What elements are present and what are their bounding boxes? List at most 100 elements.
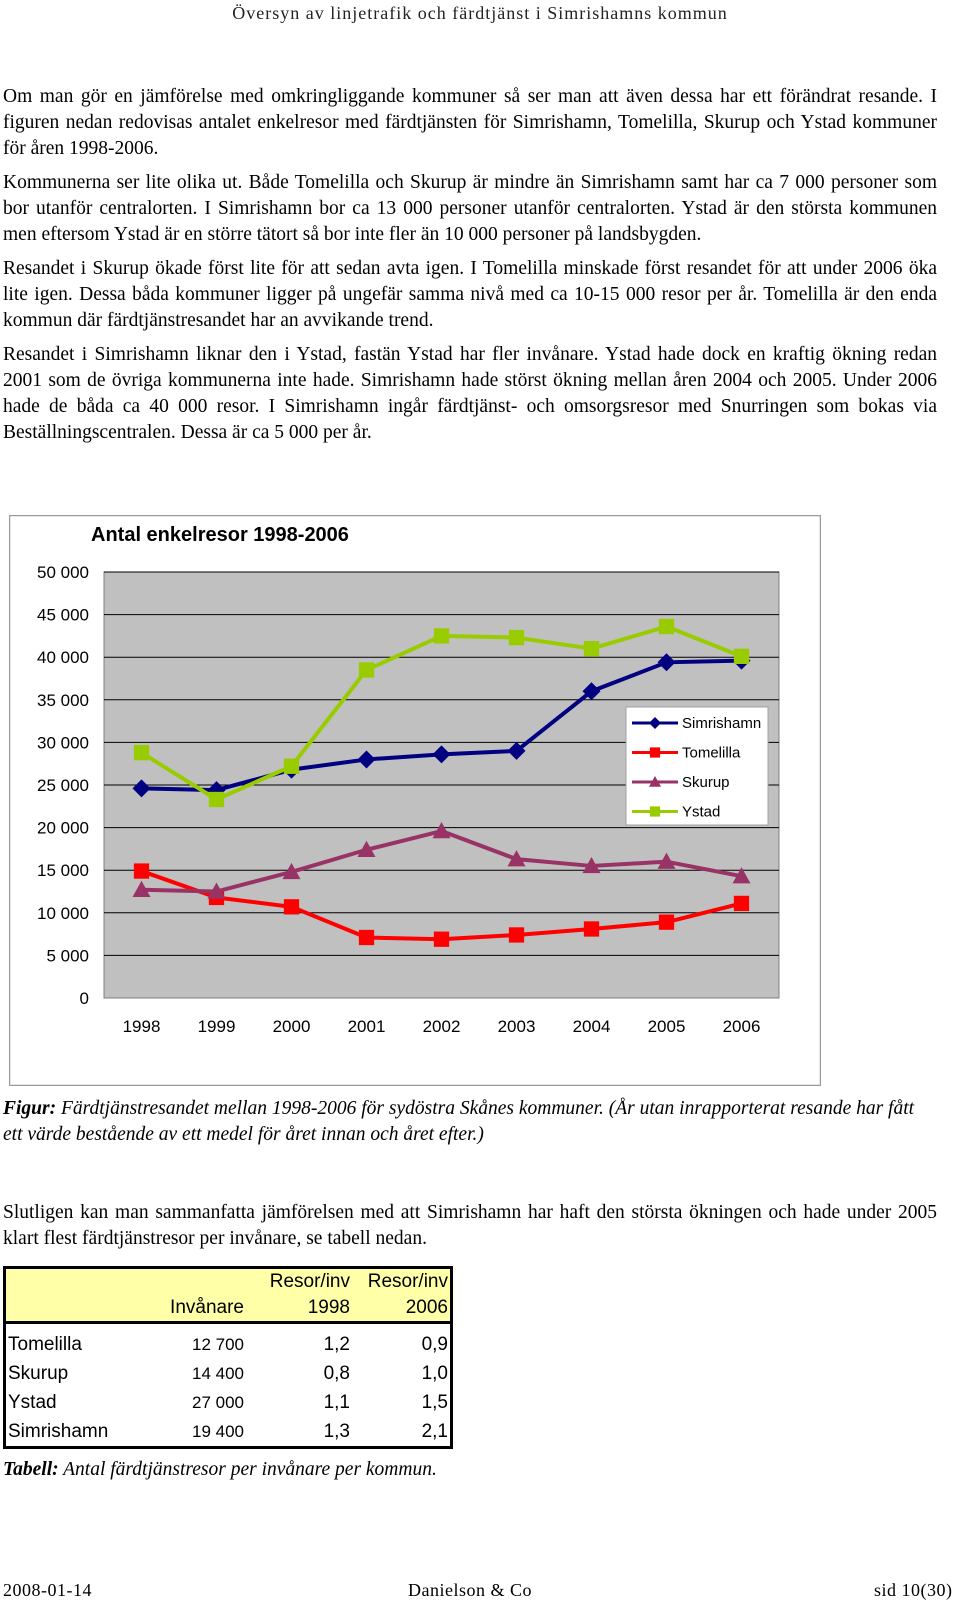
paragraph-4: Resandet i Simrishamn liknar den i Ystad… (3, 344, 937, 443)
data-point-ystad (433, 628, 450, 644)
table-header-2006-line2: 2006 (405, 1297, 448, 1318)
data-point-simrishamn (507, 741, 526, 760)
table-header-row: Invånare Resor/inv 1998 Resor/inv 2006 (4, 1267, 452, 1324)
table-header-invanare: Invånare (130, 1267, 246, 1324)
line-chart: Antal enkelresor 1998-2006 0 5 000 10 000 15… (9, 515, 821, 1086)
footer-page: sid 10(30) (874, 1580, 953, 1600)
table-header-1998: Resor/inv 1998 (246, 1267, 352, 1324)
x-tick-label: 2001 (348, 1017, 386, 1036)
table-header-blank (4, 1267, 130, 1324)
chart-frame: Antal enkelresor 1998-2006 0 5 000 10 000 15… (9, 515, 821, 1086)
table-cell-name: Tomelilla (8, 1333, 82, 1355)
legend-box (625, 706, 769, 826)
data-point-tomelilla (508, 927, 525, 943)
table-cell-2006: 1,5 (421, 1391, 448, 1413)
x-tick-label: 1998 (123, 1017, 161, 1036)
intro-text: Om man gör en jämförelse med omkringligg… (3, 84, 937, 454)
data-point-tomelilla (283, 899, 300, 915)
legend-label-ystad: Ystad (682, 804, 720, 821)
table-header-1998-line1: Resor/inv (269, 1271, 350, 1292)
table-cell-pop: 19 400 (192, 1421, 244, 1441)
table-caption: Tabell: Antal färdtjänstresor per invåna… (3, 1457, 937, 1483)
y-tick-label: 0 (80, 989, 89, 1008)
data-point-skurup (657, 852, 676, 869)
y-tick-label: 15 000 (37, 861, 89, 880)
table-caption-label: Tabell: (3, 1459, 59, 1480)
table-header-2006-line1: Resor/inv (367, 1271, 448, 1292)
data-point-ystad (658, 618, 675, 635)
table-cell-2006: 0,9 (421, 1333, 448, 1355)
table-header-2006: Resor/inv 2006 (352, 1267, 452, 1324)
table-cell-name: Skurup (8, 1362, 69, 1384)
table-cell-pop: 27 000 (192, 1392, 244, 1412)
figure-caption: Figur: Färdtjänstresandet mellan 1998-20… (3, 1096, 937, 1148)
data-point-skurup (357, 840, 376, 857)
paragraph-2: Kommunerna ser lite olika ut. Både Tomel… (3, 172, 937, 245)
table-cell-pop: 12 700 (192, 1334, 244, 1354)
table-cell-2006: 2,1 (421, 1420, 448, 1442)
summary-text: Slutligen kan man sammanfatta jämförelse… (3, 1200, 937, 1260)
x-tick-label: 2002 (423, 1017, 461, 1036)
legend-marker-tomelilla (649, 747, 661, 758)
legend-label-skurup: Skurup (682, 774, 730, 791)
footer-date: 2008-01-14 (3, 1580, 92, 1600)
table-row: Ystad 27 000 1,1 1,5 (5, 1388, 452, 1417)
data-point-ystad (733, 648, 750, 664)
table-row: Simrishamn 19 400 1,3 2,1 (5, 1417, 452, 1448)
legend-marker-ystad (649, 806, 661, 817)
data-point-ystad (358, 662, 375, 678)
data-point-tomelilla (133, 863, 150, 879)
paragraph-3: Resandet i Skurup ökade först lite för a… (3, 258, 937, 331)
data-point-simrishamn (357, 750, 376, 769)
y-tick-label: 45 000 (37, 606, 89, 625)
figure-caption-text: Färdtjänstresandet mellan 1998-2006 för … (3, 1098, 915, 1145)
data-point-skurup (207, 882, 226, 899)
legend-label-simrishamn: Simrishamn (682, 715, 761, 732)
table-cell-name: Ystad (8, 1391, 57, 1413)
footer-company: Danielson & Co (408, 1580, 532, 1600)
data-point-tomelilla (658, 914, 675, 930)
y-tick-label: 5 000 (46, 946, 89, 965)
figure-caption-label: Figur: (3, 1098, 57, 1119)
table-row: Tomelilla 12 700 1,2 0,9 (5, 1323, 452, 1360)
table-cell-name: Simrishamn (8, 1420, 109, 1442)
legend-marker-skurup (649, 776, 661, 787)
y-tick-label: 10 000 (37, 904, 89, 923)
x-tick-label: 2004 (573, 1017, 611, 1036)
x-tick-label: 1999 (198, 1017, 236, 1036)
table-cell-pop: 14 400 (192, 1363, 244, 1383)
page-header: Översyn av linjetrafik och färdtjänst i … (232, 3, 728, 23)
y-tick-label: 20 000 (37, 819, 89, 838)
data-point-simrishamn (132, 779, 151, 798)
chart-title: Antal enkelresor 1998-2006 (91, 524, 349, 546)
data-point-ystad (133, 744, 150, 761)
table-cell-1998: 1,2 (323, 1333, 350, 1355)
x-tick-label: 2005 (648, 1017, 686, 1036)
legend-label-tomelilla: Tomelilla (682, 745, 741, 762)
x-tick-label: 2006 (723, 1017, 761, 1036)
paragraph-1: Om man gör en jämförelse med omkringligg… (3, 86, 937, 159)
data-point-skurup (282, 862, 301, 880)
data-point-ystad (283, 758, 300, 774)
y-tick-label: 35 000 (37, 691, 89, 710)
table-header-1998-line2: 1998 (307, 1297, 350, 1318)
table-caption-text: Antal färdtjänstresor per invånare per k… (58, 1459, 437, 1480)
legend-marker-simrishamn (649, 717, 661, 729)
data-point-tomelilla (733, 895, 750, 912)
data-point-simrishamn (432, 745, 451, 764)
data-point-skurup (732, 867, 751, 884)
y-tick-label: 30 000 (37, 733, 89, 752)
data-point-tomelilla (583, 921, 600, 937)
data-point-tomelilla (358, 929, 375, 946)
data-point-ystad (508, 629, 525, 646)
table-cell-1998: 0,8 (323, 1362, 350, 1384)
x-tick-label: 2003 (498, 1017, 536, 1036)
y-tick-label: 25 000 (37, 776, 89, 795)
table-cell-1998: 1,3 (323, 1420, 350, 1442)
data-point-skurup (582, 856, 601, 874)
data-point-simrishamn (657, 653, 676, 672)
y-tick-label: 40 000 (37, 648, 89, 667)
data-point-ystad (583, 641, 600, 657)
data-point-ystad (208, 791, 225, 808)
data-point-skurup (507, 850, 526, 867)
